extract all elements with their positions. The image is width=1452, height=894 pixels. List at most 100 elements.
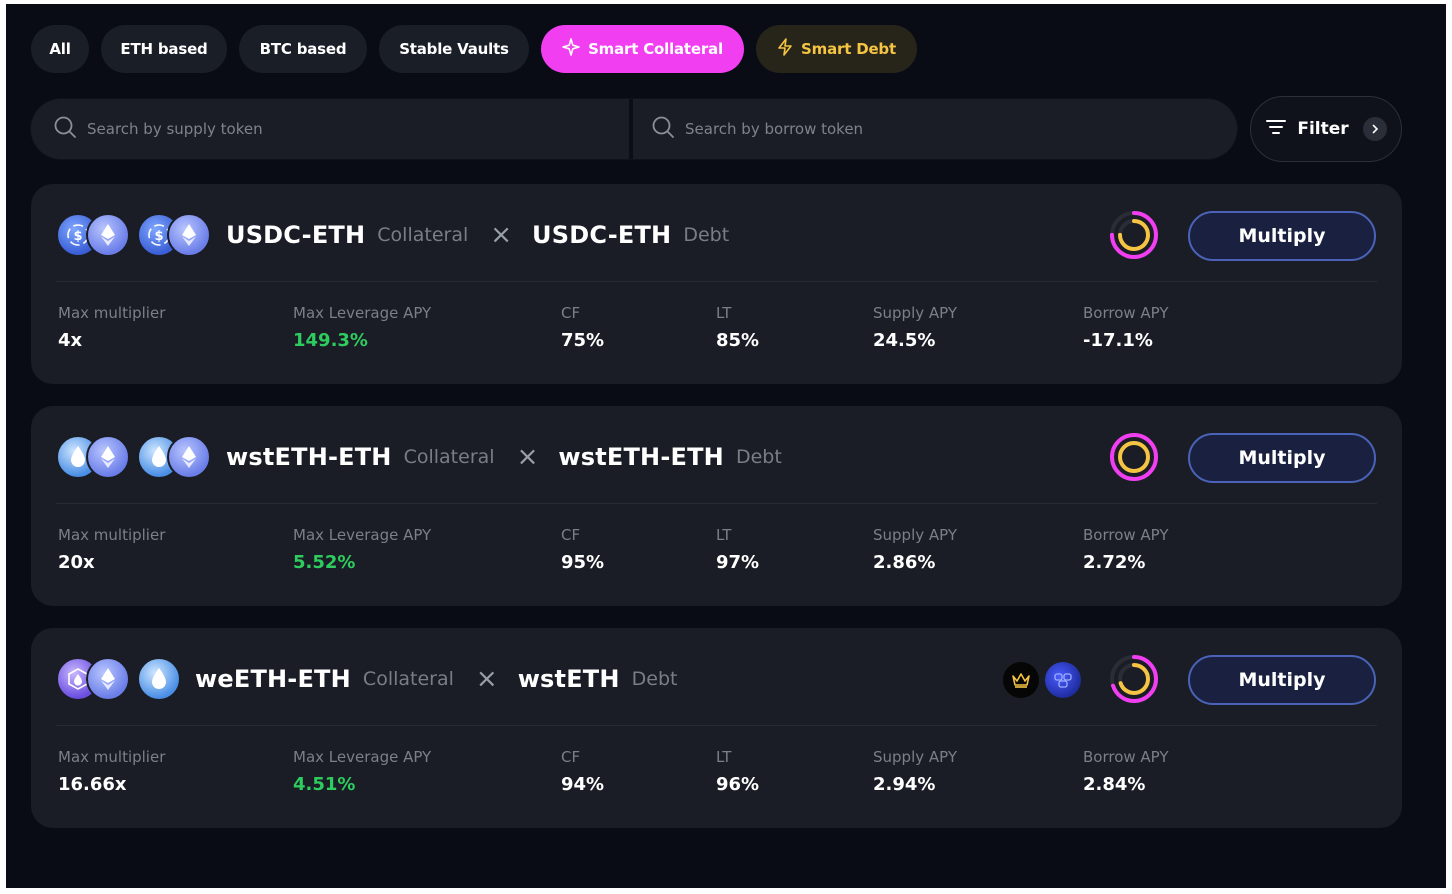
borrow-search-input[interactable] xyxy=(685,120,1145,138)
collateral-label: Collateral xyxy=(403,446,495,468)
stat-supply-apy: Supply APY 24.5% xyxy=(873,304,957,351)
times-separator: × xyxy=(516,442,539,472)
stat-lt: LT 97% xyxy=(716,526,759,573)
eth-coin-icon xyxy=(167,435,211,479)
tab-smart-debt[interactable]: Smart Debt xyxy=(756,25,917,73)
divider xyxy=(56,503,1377,504)
token-icons xyxy=(56,657,187,701)
ring-outer-fill xyxy=(1110,655,1158,703)
stat-value: 85% xyxy=(716,330,760,351)
stat-supply-apy: Supply APY 2.86% xyxy=(873,526,957,573)
stat-label: Max multiplier xyxy=(58,526,166,544)
stat-label: Max Leverage APY xyxy=(293,526,432,544)
ring-inner-fill xyxy=(1118,219,1150,251)
vault-list-panel: All ETH based BTC based Stable Vaults Sm… xyxy=(6,4,1446,888)
stat-label: Supply APY xyxy=(873,526,958,544)
crown-icon[interactable] xyxy=(1003,662,1039,698)
vault-card[interactable]: $ $ USDC-ETH Collateral × USDC-ETH Debt … xyxy=(31,184,1402,384)
blue-protocol-icon[interactable] xyxy=(1045,662,1081,698)
stat-value: 149.3% xyxy=(293,330,368,351)
stat-value: 20x xyxy=(58,552,95,573)
collateral-token-pair xyxy=(56,657,130,701)
supply-search[interactable] xyxy=(31,99,633,159)
stat-value: 95% xyxy=(561,552,605,573)
stat-cf: CF 95% xyxy=(561,526,604,573)
tab-stable-vaults[interactable]: Stable Vaults xyxy=(379,25,529,73)
vault-card[interactable]: wstETH-ETH Collateral × wstETH-ETH Debt … xyxy=(31,406,1402,606)
stat-borrow-apy: Borrow APY 2.72% xyxy=(1083,526,1169,573)
stat-lt: LT 96% xyxy=(716,748,759,795)
eth-coin-icon xyxy=(167,213,211,257)
tab-smart-debt-label: Smart Debt xyxy=(801,40,896,58)
eth-coin-icon xyxy=(86,435,130,479)
stat-cf: CF 75% xyxy=(561,304,604,351)
tab-eth-based[interactable]: ETH based xyxy=(101,25,227,73)
debt-name: wstETH-ETH xyxy=(558,443,724,471)
debt-label: Debt xyxy=(631,668,678,690)
ring-inner-fill xyxy=(1118,441,1150,473)
debt-label: Debt xyxy=(735,446,782,468)
stat-value: 2.84% xyxy=(1083,774,1146,795)
eth-coin-icon xyxy=(86,657,130,701)
vault-header: $ $ USDC-ETH Collateral × USDC-ETH Debt xyxy=(56,210,729,260)
multiply-button[interactable]: Multiply xyxy=(1188,655,1376,705)
times-separator: × xyxy=(490,220,513,250)
stat-label: Supply APY xyxy=(873,748,958,766)
multiply-button[interactable]: Multiply xyxy=(1188,211,1376,261)
filter-icon xyxy=(1265,118,1287,141)
stat-value: 24.5% xyxy=(873,330,936,351)
debt-name: wstETH xyxy=(517,665,620,693)
debt-name: USDC-ETH xyxy=(532,221,672,249)
wsteth-coin-icon xyxy=(137,657,181,701)
vault-header: wstETH-ETH Collateral × wstETH-ETH Debt xyxy=(56,432,782,482)
search-bar-group xyxy=(31,99,1237,159)
vault-card[interactable]: weETH-ETH Collateral × wstETH Debt Multi… xyxy=(31,628,1402,828)
stat-label: Max Leverage APY xyxy=(293,748,432,766)
vault-header: weETH-ETH Collateral × wstETH Debt xyxy=(56,654,678,704)
tab-all[interactable]: All xyxy=(31,25,89,73)
stat-value: 97% xyxy=(716,552,760,573)
stat-max-leverage-apy: Max Leverage APY 149.3% xyxy=(293,304,431,351)
tab-stable-vaults-label: Stable Vaults xyxy=(399,40,509,58)
stat-value: 2.94% xyxy=(873,774,936,795)
stat-label: Borrow APY xyxy=(1083,748,1169,766)
stat-max-leverage-apy: Max Leverage APY 4.51% xyxy=(293,748,431,795)
stat-max-multiplier: Max multiplier 4x xyxy=(58,304,165,351)
ring-inner-fill xyxy=(1118,663,1150,695)
stat-borrow-apy: Borrow APY 2.84% xyxy=(1083,748,1169,795)
tab-smart-collateral[interactable]: Smart Collateral xyxy=(541,25,744,73)
filter-button[interactable]: Filter xyxy=(1250,96,1402,162)
collateral-name: USDC-ETH xyxy=(226,221,366,249)
times-separator: × xyxy=(475,664,498,694)
eth-coin-icon xyxy=(86,213,130,257)
search-row: Filter xyxy=(31,96,1402,162)
utilization-ring xyxy=(1110,433,1158,481)
stat-value: 16.66x xyxy=(58,774,127,795)
multiply-button[interactable]: Multiply xyxy=(1188,433,1376,483)
stat-label: LT xyxy=(716,748,732,766)
stat-label: CF xyxy=(561,526,581,544)
search-icon xyxy=(651,115,675,143)
stat-label: CF xyxy=(561,304,581,322)
ring-outer-fill xyxy=(1110,433,1158,481)
tab-all-label: All xyxy=(49,40,71,58)
debt-token-pair xyxy=(137,435,211,479)
utilization-ring xyxy=(1110,211,1158,259)
stat-label: Borrow APY xyxy=(1083,526,1169,544)
tab-btc-based[interactable]: BTC based xyxy=(239,25,367,73)
search-icon xyxy=(53,115,77,143)
borrow-search[interactable] xyxy=(633,99,1237,159)
debt-token-pair: $ xyxy=(137,213,211,257)
stat-label: LT xyxy=(716,526,732,544)
stat-max-multiplier: Max multiplier 16.66x xyxy=(58,748,165,795)
supply-search-input[interactable] xyxy=(87,120,547,138)
stat-value: 96% xyxy=(716,774,760,795)
debt-label: Debt xyxy=(683,224,730,246)
stat-value: 4.51% xyxy=(293,774,356,795)
stat-label: Borrow APY xyxy=(1083,304,1169,322)
stat-value: 2.86% xyxy=(873,552,936,573)
stat-value: 2.72% xyxy=(1083,552,1146,573)
collateral-name: weETH-ETH xyxy=(195,665,351,693)
svg-text:$: $ xyxy=(73,229,82,244)
stat-value: 4x xyxy=(58,330,83,351)
